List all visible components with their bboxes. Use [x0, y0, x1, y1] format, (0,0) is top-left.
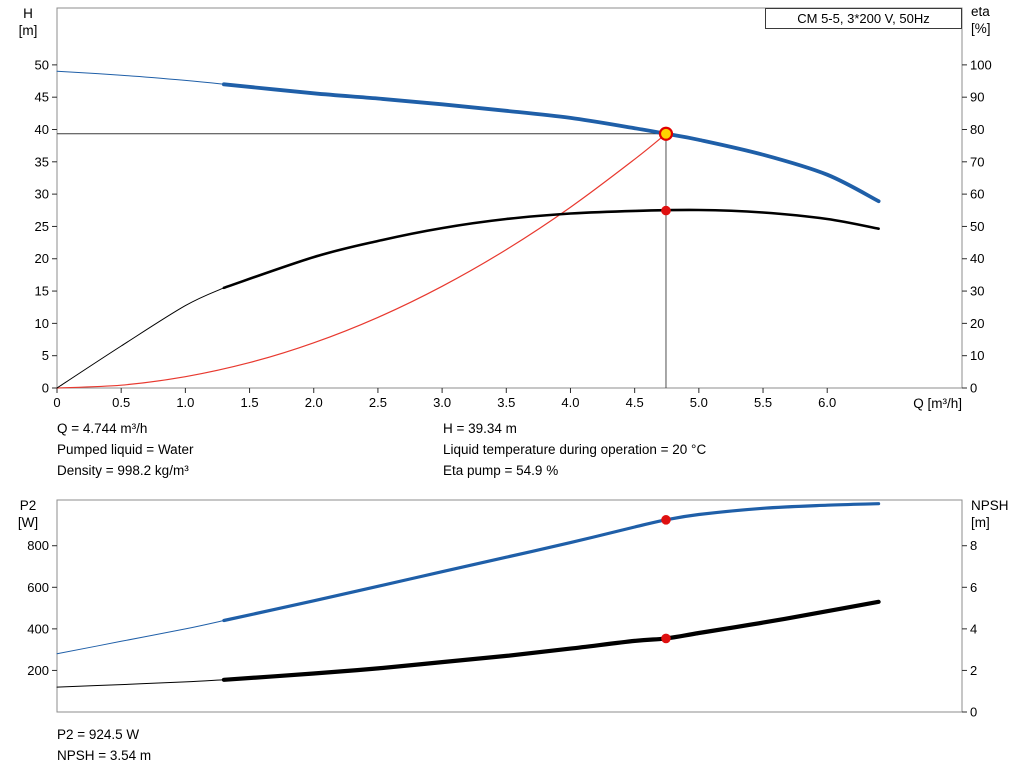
efficiency-curve-thin — [56, 287, 225, 389]
head-curve — [222, 82, 881, 204]
x-tick-label: 0.5 — [112, 395, 130, 410]
y-right-tick-label: 4 — [970, 621, 977, 636]
pump-title-box: CM 5-5, 3*200 V, 50Hz — [765, 8, 962, 29]
y-right-tick-label: 6 — [970, 580, 977, 595]
y-right-tick-label: 20 — [970, 316, 984, 331]
power-axis-unit: [W] — [17, 515, 39, 530]
y-left-tick-label: 10 — [35, 316, 49, 331]
y-right-tick-label: 90 — [970, 90, 984, 105]
plot-frame — [56, 7, 963, 389]
info-npsh: NPSH = 3.54 m — [57, 748, 152, 763]
head-axis-name: H — [23, 6, 33, 21]
npsh-axis-name: NPSH — [971, 498, 1009, 513]
eta-axis-name: eta — [971, 4, 990, 19]
eta-axis-title: eta [%] — [971, 3, 1023, 37]
y-left-tick-label: 25 — [35, 219, 49, 234]
y-right-tick-label: 50 — [970, 219, 984, 234]
info-liquid: Pumped liquid = Water — [57, 442, 194, 457]
y-left-tick-label: 40 — [35, 122, 49, 137]
y-left-tick-label: 30 — [35, 187, 49, 202]
y-right-tick-label: 8 — [970, 538, 977, 553]
y-right-tick-label: 70 — [970, 154, 984, 169]
info-power: P2 = 924.5 W — [57, 727, 140, 742]
npsh-curve — [221, 599, 881, 682]
y-left-tick-label: 20 — [35, 251, 49, 266]
head-axis-title: H [m] — [6, 5, 50, 39]
y-right-tick-label: 40 — [970, 251, 984, 266]
x-tick-label: 1.5 — [241, 395, 259, 410]
y-right-tick-label: 0 — [970, 705, 977, 720]
y-left-tick-label: 0 — [42, 381, 49, 396]
npsh-axis-unit: [m] — [971, 515, 990, 530]
y-right-tick-label: 2 — [970, 663, 977, 678]
x-tick-label: 0 — [53, 395, 60, 410]
y-right-tick-label: 0 — [970, 381, 977, 396]
duty-point-marker[interactable] — [658, 126, 674, 141]
y-left-tick-label: 15 — [35, 284, 49, 299]
x-tick-label: 5.0 — [690, 395, 708, 410]
power-axis-name: P2 — [19, 498, 37, 513]
power-curve — [222, 502, 881, 623]
y-left-tick-label: 400 — [27, 621, 49, 636]
y-left-tick-label: 600 — [27, 580, 49, 595]
y-right-tick-label: 10 — [970, 348, 984, 363]
x-tick-label: 2.5 — [369, 395, 387, 410]
power-curve-thin — [56, 620, 225, 655]
y-left-tick-label: 45 — [35, 90, 49, 105]
operating-point-dot — [661, 515, 671, 525]
y-right-tick-label: 30 — [970, 284, 984, 299]
info-head: H = 39.34 m — [443, 421, 517, 436]
y-right-tick-label: 80 — [970, 122, 984, 137]
x-tick-label: 2.0 — [305, 395, 323, 410]
y-right-tick-label: 60 — [970, 187, 984, 202]
x-tick-label: 1.0 — [176, 395, 194, 410]
eta-axis-unit: [%] — [971, 21, 991, 36]
power-axis-title: P2 [W] — [6, 497, 50, 531]
y-left-tick-label: 800 — [27, 538, 49, 553]
info-flow: Q = 4.744 m³/h — [57, 421, 148, 436]
y-right-tick-label: 100 — [970, 57, 992, 72]
plot-frame — [56, 499, 963, 713]
x-tick-label: 5.5 — [754, 395, 772, 410]
x-tick-label: 4.0 — [561, 395, 579, 410]
y-left-tick-label: 50 — [35, 57, 49, 72]
x-tick-label: 3.5 — [497, 395, 515, 410]
system-curve — [56, 133, 667, 389]
npsh-curve-thin — [56, 679, 225, 688]
npsh-axis-title: NPSH [m] — [971, 497, 1023, 531]
head-curve-thin — [56, 70, 225, 85]
operating-point-dot — [661, 205, 671, 216]
x-tick-label: 4.5 — [626, 395, 644, 410]
flow-axis-label: Q [m³/h] — [913, 396, 962, 411]
operating-point-dot — [661, 633, 671, 644]
info-temperature: Liquid temperature during operation = 20… — [443, 442, 707, 457]
y-left-tick-label: 35 — [35, 154, 49, 169]
y-left-tick-label: 200 — [27, 663, 49, 678]
info-eta: Eta pump = 54.9 % — [443, 463, 559, 478]
y-left-tick-label: 5 — [42, 348, 49, 363]
head-axis-unit: [m] — [18, 23, 38, 38]
info-density: Density = 998.2 kg/m³ — [57, 463, 189, 478]
efficiency-curve — [222, 208, 880, 290]
x-tick-label: 6.0 — [818, 395, 836, 410]
x-tick-label: 3.0 — [433, 395, 451, 410]
